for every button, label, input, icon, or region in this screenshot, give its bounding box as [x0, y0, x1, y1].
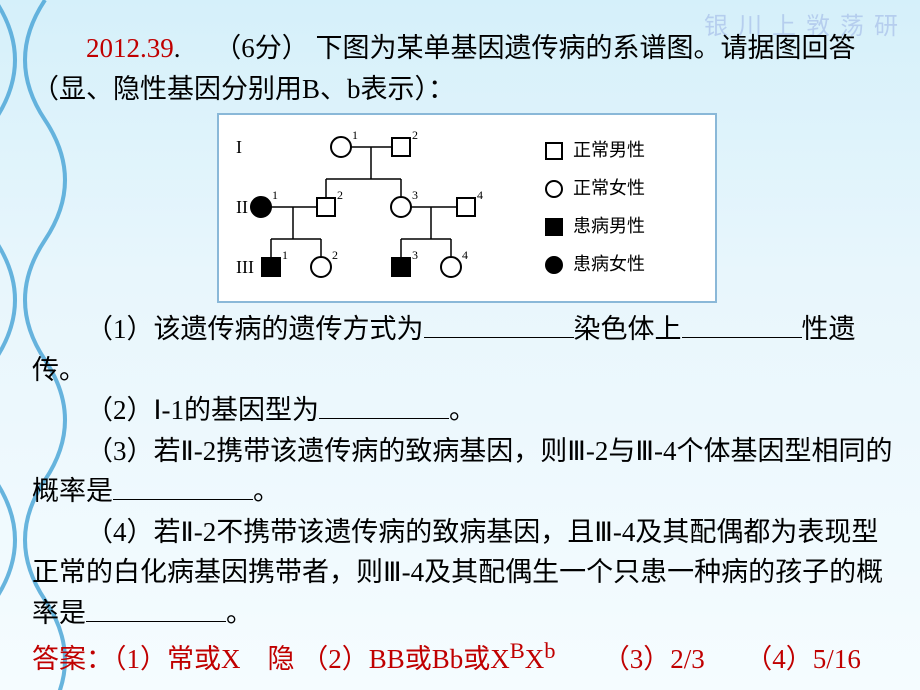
- svg-text:1: 1: [282, 248, 288, 262]
- question-4: （4）若Ⅱ-2不携带该遗传病的致病基因，且Ⅲ-4及其配偶都为表现型正常的白化病基…: [32, 512, 902, 634]
- pedigree-diagram: IIIIII1212341234 正常男性 正常女性 患病男性 患病女性: [217, 113, 717, 303]
- svg-text:1: 1: [352, 128, 358, 142]
- circle-fill-icon: [545, 256, 563, 274]
- square-fill-icon: [545, 218, 563, 236]
- question-3: （3）若Ⅱ-2携带该遗传病的致病基因，则Ⅲ-2与Ⅲ-4个体基因型相同的概率是。: [32, 431, 902, 512]
- svg-text:1: 1: [272, 188, 278, 202]
- svg-text:II: II: [236, 197, 248, 217]
- question-points: （6分）: [214, 33, 309, 63]
- answer-line: 答案：（1）常或X 隐 （2）BB或Bb或XBXb （3）2/3 （4）5/16: [32, 637, 902, 676]
- blank-4: [113, 473, 253, 500]
- svg-text:4: 4: [462, 248, 468, 262]
- pedigree-svg: IIIIII1212341234: [231, 123, 531, 293]
- legend-affected-female: 患病女性: [545, 246, 645, 284]
- question-2: （2）Ⅰ-1的基因型为。: [32, 390, 902, 431]
- pedigree-legend: 正常男性 正常女性 患病男性 患病女性: [545, 132, 645, 283]
- svg-text:2: 2: [332, 248, 338, 262]
- blank-5: [86, 595, 226, 622]
- slide-content: 2012.39. （6分） 下图为某单基因遗传病的系谱图。请据图回答（显、隐性基…: [32, 28, 902, 676]
- blank-2: [682, 311, 802, 338]
- blank-3: [319, 392, 449, 419]
- svg-text:4: 4: [477, 188, 483, 202]
- svg-text:III: III: [236, 257, 254, 277]
- blank-1: [424, 311, 574, 338]
- svg-text:2: 2: [412, 128, 418, 142]
- svg-text:I: I: [236, 137, 242, 157]
- legend-affected-male: 患病男性: [545, 208, 645, 246]
- circle-icon: [545, 180, 563, 198]
- question-number: 2012.39: [86, 33, 174, 63]
- svg-text:2: 2: [337, 188, 343, 202]
- svg-text:3: 3: [412, 188, 418, 202]
- question-body: （1）该遗传病的遗传方式为染色体上性遗传。 （2）Ⅰ-1的基因型为。 （3）若Ⅱ…: [32, 309, 902, 633]
- legend-normal-female: 正常女性: [545, 170, 645, 208]
- legend-normal-male: 正常男性: [545, 132, 645, 170]
- question-header: 2012.39. （6分） 下图为某单基因遗传病的系谱图。请据图回答（显、隐性基…: [32, 28, 902, 109]
- question-1: （1）该遗传病的遗传方式为染色体上性遗传。: [32, 309, 902, 390]
- svg-text:3: 3: [412, 248, 418, 262]
- square-icon: [545, 142, 563, 160]
